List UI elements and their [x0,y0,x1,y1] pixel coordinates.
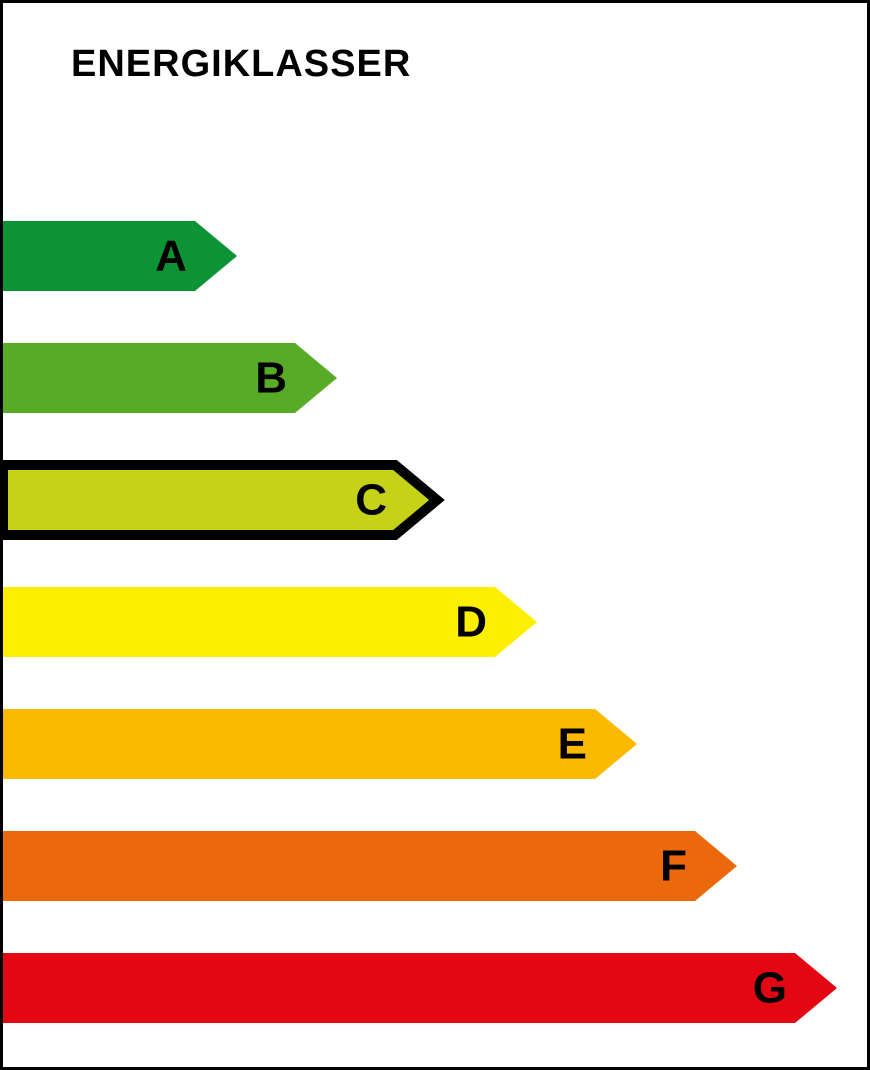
energy-class-label: A [155,232,187,281]
energy-class-row-a: A [3,221,237,291]
energy-class-row-c: C [0,455,447,545]
energy-arrow-g: G [3,953,837,1023]
energy-label-container: ENERGIKLASSER A B C D E F G [0,0,870,1070]
energy-arrow-d: D [3,587,537,657]
energy-arrow-f: F [3,831,737,901]
energy-class-label: C [355,476,387,525]
energy-class-label: F [660,842,687,891]
energy-class-row-f: F [3,831,737,901]
energy-class-row-b: B [3,343,337,413]
energy-arrow-c: C [0,455,447,545]
energy-class-row-g: G [3,953,837,1023]
energy-class-row-d: D [3,587,537,657]
energy-class-label: D [455,598,487,647]
energy-arrow-a: A [3,221,237,291]
energy-class-label: G [753,964,787,1013]
energy-class-label: B [255,354,287,403]
energy-class-row-e: E [3,709,637,779]
energy-arrow-e: E [3,709,637,779]
energy-arrow-b: B [3,343,337,413]
page-title: ENERGIKLASSER [71,43,411,86]
energy-class-label: E [558,720,587,769]
